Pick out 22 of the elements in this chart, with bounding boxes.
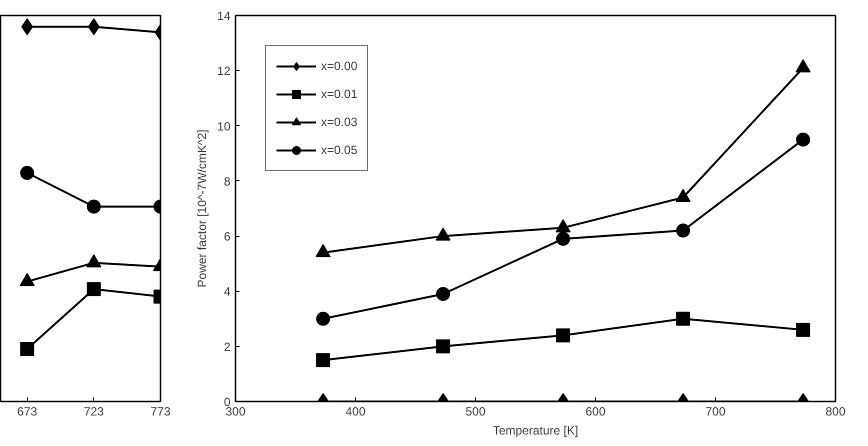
- y-tick-label: 12: [217, 64, 231, 78]
- legend-label: x=0.05: [321, 143, 358, 157]
- x-tick-label: 800: [825, 404, 846, 418]
- x-tick-label: 600: [585, 404, 606, 418]
- x-tick-label: 400: [345, 404, 366, 418]
- y-tick-label: 14: [217, 9, 231, 23]
- y-tick-label: 10: [217, 119, 231, 134]
- x-tick-label: 673: [17, 404, 38, 418]
- y-tick-label: 2: [224, 340, 231, 354]
- y-tick-label: 6: [224, 230, 231, 244]
- legend-label: x=0.03: [321, 115, 358, 129]
- y-axis-title: Power factor [10^-7W/cmK^2]: [195, 130, 210, 288]
- x-tick-label: 300: [225, 404, 246, 418]
- x-tick-label: 500: [465, 404, 486, 418]
- legend-label: x=0.00: [321, 59, 358, 73]
- x-tick-label: 723: [84, 404, 104, 418]
- y-tick-label: 8: [224, 174, 231, 188]
- x-axis-title: Temperature [K]: [492, 424, 578, 438]
- y-tick-label: 4: [224, 284, 231, 299]
- x-tick-label: 773: [150, 404, 171, 418]
- legend-label: x=0.01: [321, 87, 358, 101]
- x-tick-label: 700: [705, 404, 726, 418]
